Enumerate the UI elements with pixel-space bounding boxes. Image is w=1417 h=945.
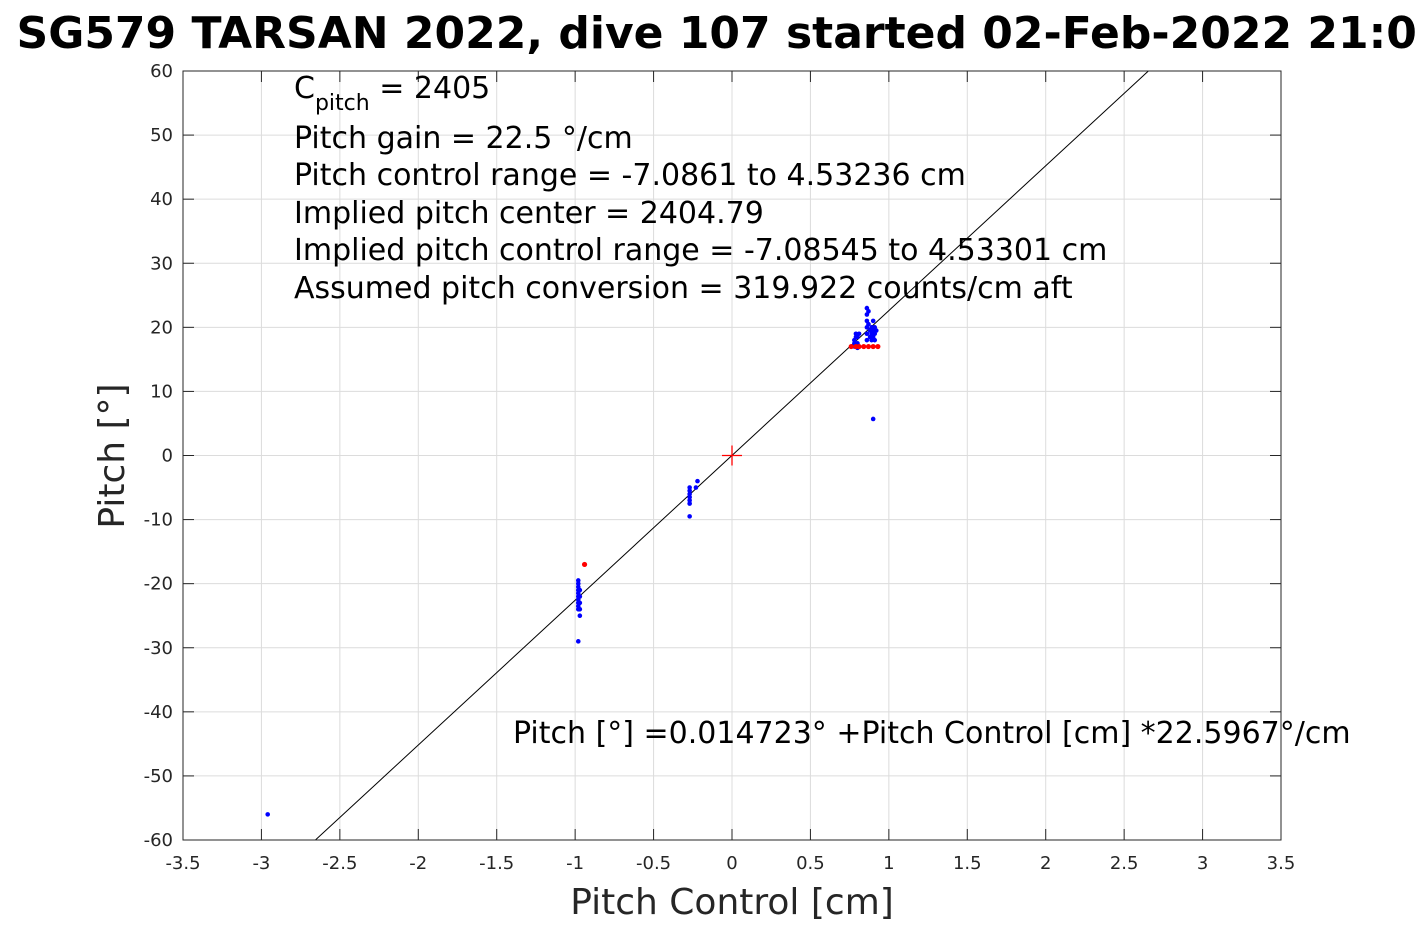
y-tick-label: 20 <box>150 317 173 338</box>
y-tick-label: -20 <box>144 574 173 595</box>
blue-data-point <box>575 578 581 583</box>
y-tick-label: 40 <box>150 189 173 210</box>
x-tick-label: -1 <box>566 853 584 874</box>
blue-data-point <box>687 494 692 500</box>
blue-data-point <box>687 498 692 503</box>
y-tick-label: -40 <box>144 702 173 723</box>
red-data-point <box>856 343 862 350</box>
y-tick-label: 0 <box>162 446 173 467</box>
red-data-point <box>581 561 588 568</box>
y-tick-label: -10 <box>144 510 173 531</box>
y-tick-label: -50 <box>144 766 173 787</box>
y-tick-label: 50 <box>150 125 173 146</box>
center-marker-group <box>722 445 742 466</box>
blue-data-point <box>864 331 870 337</box>
blue-data-point <box>577 594 583 599</box>
y-tick-label: -60 <box>144 830 173 851</box>
blue-data-point <box>577 587 583 593</box>
x-tick-label: 0.5 <box>796 853 825 874</box>
blue-data-point <box>870 318 876 324</box>
blue-data-point <box>874 328 879 333</box>
blue-data-point <box>577 600 583 606</box>
x-tick-labels: -3.5 -3 -2.5 -2 -1.5 -1 -0.5 0 0.5 1 1.5 2 2.5 3 3.5 <box>165 853 1295 874</box>
x-tick-label: -3 <box>252 853 270 874</box>
blue-data-point <box>687 485 692 490</box>
x-tick-label: -2 <box>409 853 427 874</box>
red-data-point <box>865 343 872 350</box>
blue-data-point <box>687 514 692 519</box>
x-tick-label: 1 <box>883 853 894 874</box>
blue-data-point <box>687 488 692 494</box>
y-axis-label: Pitch [°] <box>92 383 133 528</box>
c-pitch-symbol: C <box>294 71 315 106</box>
pitch-gain-annotation: Pitch gain = 22.5 °/cm <box>294 121 633 156</box>
blue-data-point <box>866 321 871 327</box>
y-tick-label: 10 <box>150 381 173 402</box>
axis-ticks <box>182 70 1282 841</box>
y-tick-label: 30 <box>150 253 173 274</box>
blue-data-point <box>872 337 878 343</box>
blue-data-point <box>577 613 583 619</box>
x-tick-label: -3.5 <box>165 853 200 874</box>
blue-data-point <box>687 501 692 506</box>
data-points <box>265 305 881 817</box>
red-data-point <box>875 343 881 350</box>
x-tick-label: -1.5 <box>479 853 514 874</box>
x-tick-label: 3.5 <box>1267 853 1296 874</box>
implied-pitch-center-annotation: Implied pitch center = 2404.79 <box>294 196 764 231</box>
c-pitch-annotation: Cpitch = 2405 <box>294 71 490 116</box>
blue-data-point <box>870 416 876 422</box>
x-tick-label: 2.5 <box>1110 853 1139 874</box>
red-data-point <box>870 343 876 350</box>
assumed-pitch-conversion-annotation: Assumed pitch conversion = 319.922 count… <box>294 271 1073 306</box>
y-tick-labels: -60 -50 -40 -30 -20 -10 0 10 20 30 40 50 60 <box>144 61 173 851</box>
c-pitch-value: = 2405 <box>370 71 491 106</box>
red-data-point <box>861 343 867 350</box>
blue-data-point <box>695 478 700 484</box>
implied-pitch-control-range-annotation: Implied pitch control range = -7.08545 t… <box>294 233 1107 268</box>
x-tick-label: -2.5 <box>322 853 357 874</box>
blue-data-point <box>577 607 583 612</box>
c-pitch-subscript: pitch <box>315 91 370 116</box>
x-axis-label: Pitch Control [cm] <box>570 882 894 923</box>
blue-data-point <box>265 812 271 817</box>
blue-data-point <box>687 491 692 497</box>
blue-data-point <box>866 309 871 314</box>
blue-data-point <box>864 337 870 343</box>
y-tick-label: -30 <box>144 638 173 659</box>
blue-data-point <box>693 485 699 490</box>
x-tick-label: 0 <box>726 853 737 874</box>
x-tick-label: 2 <box>1040 853 1051 874</box>
blue-data-point <box>856 331 862 337</box>
blue-data-point <box>575 581 581 586</box>
x-tick-label: -0.5 <box>636 853 671 874</box>
x-tick-label: 1.5 <box>953 853 982 874</box>
chart-title: SG579 TARSAN 2022, dive 107 started 02-F… <box>17 8 1417 59</box>
y-tick-label: 60 <box>150 61 173 82</box>
pitch-control-range-annotation: Pitch control range = -7.0861 to 4.53236… <box>294 158 966 193</box>
blue-data-point <box>575 639 581 644</box>
fit-equation: Pitch [°] =0.014723° +Pitch Control [cm]… <box>513 716 1351 751</box>
red-data-point <box>848 343 854 350</box>
x-tick-label: 3 <box>1197 853 1208 874</box>
